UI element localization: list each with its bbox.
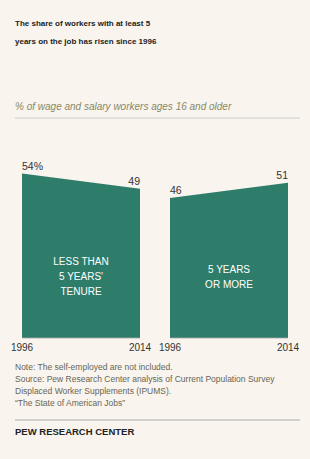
note: Note: The self-employed are not included… — [15, 362, 173, 372]
background — [0, 0, 310, 459]
annotation-line: OR MORE — [205, 279, 253, 290]
figure: The share of workers with at least 5 year… — [0, 0, 310, 459]
rule — [15, 420, 300, 421]
x-axis — [170, 338, 288, 339]
x-tick-label: 2014 — [129, 342, 152, 353]
x-tick-label: 1996 — [159, 342, 182, 353]
title-line: years on the job has risen since 1996 — [15, 37, 157, 46]
annotation-line: TENURE — [60, 286, 101, 297]
data-label: 54% — [22, 160, 43, 172]
annotation-line: 5 YEARS — [208, 264, 250, 275]
plot-area — [22, 174, 140, 338]
rule — [15, 118, 300, 119]
x-axis — [22, 338, 140, 339]
title-line: The share of workers with at least 5 — [15, 19, 151, 28]
footer: PEW RESEARCH CENTER — [15, 426, 134, 437]
x-tick-label: 1996 — [11, 342, 34, 353]
subtitle: % of wage and salary workers ages 16 and… — [15, 101, 232, 112]
data-label: 49 — [128, 175, 140, 187]
data-label: 46 — [170, 184, 182, 196]
annotation: LESS THAN 5 YEARS' TENURE — [53, 256, 108, 297]
area — [170, 183, 288, 338]
note: Displaced Worker Supplements (IPUMS). — [15, 386, 171, 396]
data-label: 51 — [276, 169, 288, 181]
annotation: 5 YEARS OR MORE — [205, 264, 253, 290]
note: “The State of American Jobs” — [15, 398, 125, 408]
chart: 1996 2014 46 51 5 YEARS OR MORE — [159, 169, 300, 353]
annotation-line: LESS THAN — [53, 256, 108, 267]
annotation-line: 5 YEARS' — [59, 271, 103, 282]
note: Source: Pew Research Center analysis of … — [15, 374, 275, 384]
x-tick-label: 2014 — [277, 342, 300, 353]
plot-area — [170, 183, 288, 338]
chart: 1996 2014 54% 49 LESS THAN 5 YEARS' TENURE — [11, 160, 152, 353]
title: The share of workers with at least 5 year… — [15, 19, 157, 46]
area — [22, 174, 140, 338]
